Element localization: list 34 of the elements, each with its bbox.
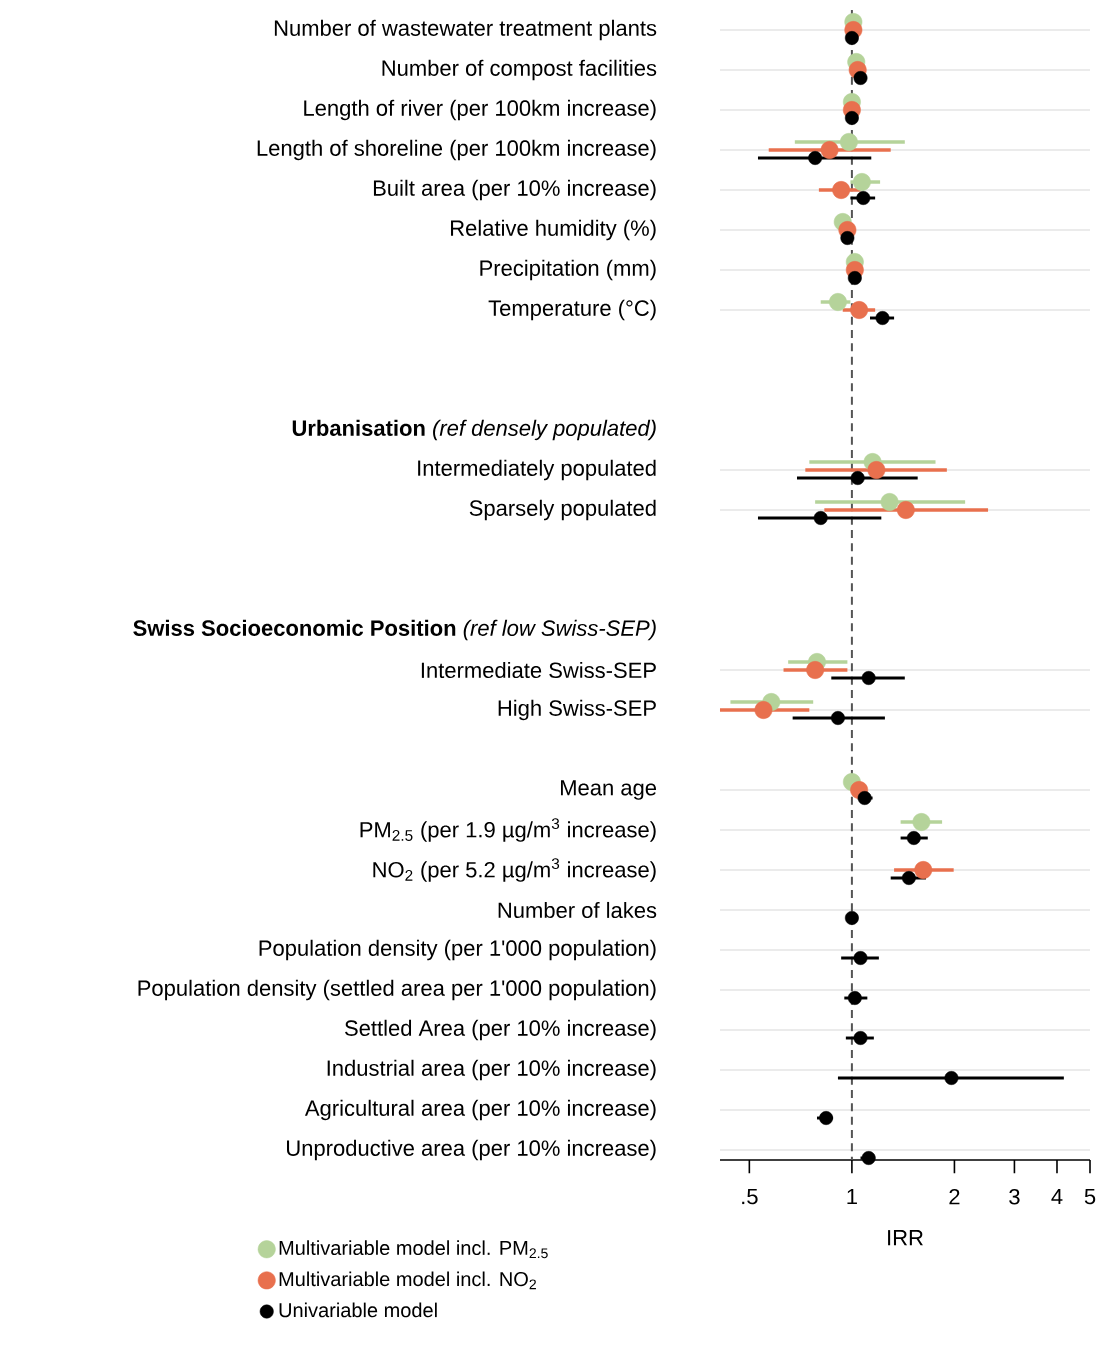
y-tick-label: Population density (settled area per 1'000 population) — [138, 979, 656, 1001]
y-tick-label: Built area (per 10% increase) — [373, 179, 656, 201]
y-tick-label: Settled Area (per 10% increase) — [345, 1019, 656, 1041]
y-tick-label: Mean age — [561, 780, 657, 800]
y-tick-label: Sparsely populated — [469, 499, 656, 521]
x-tick-label: 1 — [847, 1188, 857, 1205]
y-tick-label: Relative humidity (%) — [451, 219, 656, 241]
y-tick-label: Agricultural area (per 10% increase) — [304, 1099, 656, 1121]
x-tick-label: 2 — [949, 1188, 960, 1205]
y-tick-label: Population density (per 1'000 population) — [259, 939, 656, 961]
y-tick-label: Precipitation (mm) — [480, 259, 656, 281]
y-tick-label: Temperature (°C) — [488, 299, 656, 321]
y-tick-label: Urbanisation (ref densely populated) — [292, 419, 656, 441]
x-tick-label: 4 — [1051, 1188, 1063, 1205]
y-tick-label: Number of compost facilities — [382, 59, 657, 81]
y-tick-label: Number of wastewater treatment plants — [274, 19, 657, 41]
y-tick-label: Length of river (per 100km increase) — [304, 99, 656, 121]
x-tick-label: 5 — [1084, 1188, 1096, 1205]
y-tick-label: Industrial area (per 10% increase) — [327, 1059, 656, 1081]
x-tick-label: .5 — [742, 1188, 758, 1205]
y-tick-label: Unproductive area (per 10% increase) — [287, 1139, 656, 1161]
y-tick-label: Number of lakes — [498, 901, 657, 919]
y-tick-label: Intermediately populated — [418, 459, 656, 481]
legend-label: Multivariable model incl. NO$_{2}$ — [279, 1271, 536, 1290]
x-axis-title: IRR — [888, 1230, 923, 1246]
y-tick-label: Swiss Socioeconomic Position (ref low Swiss-SEP) — [133, 619, 656, 641]
y-tick-label: NO$_{2}$ (per 5.2 µg/m$^{3}$ increase) — [373, 858, 656, 882]
y-tick-label: High Swiss-SEP — [498, 699, 656, 721]
legend-label: Multivariable model incl. PM$_{2.5}$ — [279, 1240, 548, 1259]
y-tick-label: Intermediate Swiss-SEP — [421, 661, 656, 679]
x-tick-label: 3 — [1009, 1188, 1020, 1205]
y-tick-label: PM$_{2.5}$ (per 1.9 µg/m$^{3}$ increase) — [360, 818, 656, 842]
y-tick-label: Length of shoreline (per 100km increase) — [257, 139, 656, 161]
legend-label: Univariable model — [279, 1302, 437, 1318]
